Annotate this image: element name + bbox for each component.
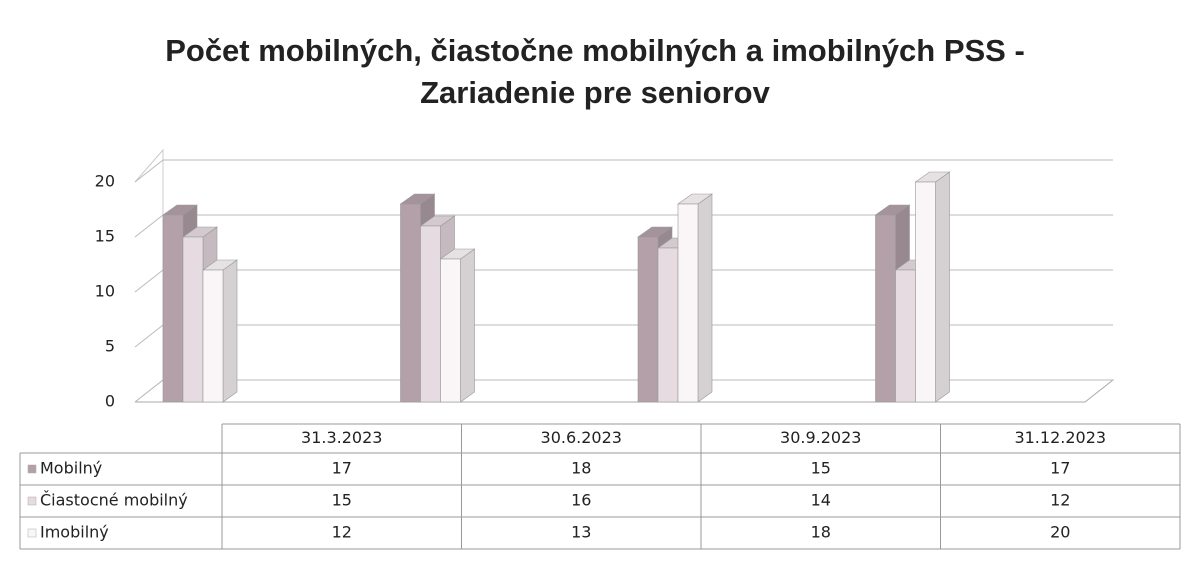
bar-side bbox=[935, 171, 950, 403]
grid-line bbox=[134, 269, 1113, 293]
table-value: 20 bbox=[1050, 523, 1070, 542]
grid-line bbox=[134, 379, 1113, 403]
bar bbox=[657, 247, 679, 403]
y-tick-label: 5 bbox=[105, 337, 115, 356]
bar bbox=[400, 203, 421, 403]
bar bbox=[875, 214, 896, 403]
legend-swatch bbox=[27, 528, 37, 538]
table-value: 17 bbox=[1050, 459, 1070, 478]
x-tick-label: 30.6.2023 bbox=[541, 428, 622, 447]
bar bbox=[677, 203, 699, 403]
grid-line bbox=[134, 324, 1113, 348]
legend-label: Mobilný bbox=[40, 459, 102, 478]
bar bbox=[202, 269, 224, 403]
table-value: 15 bbox=[332, 491, 352, 510]
legend-label: Imobilný bbox=[40, 523, 109, 542]
wall bbox=[134, 148, 164, 403]
table-value: 15 bbox=[811, 459, 831, 478]
table-value: 16 bbox=[571, 491, 591, 510]
legend-label: Čiastocné mobilný bbox=[40, 491, 188, 510]
table-value: 18 bbox=[811, 523, 831, 542]
bar bbox=[182, 236, 204, 403]
table-value: 14 bbox=[811, 491, 831, 510]
y-tick-label: 20 bbox=[95, 172, 115, 191]
bar bbox=[162, 214, 184, 403]
chart-title: Počet mobilných, čiastočne mobilných a i… bbox=[165, 33, 1025, 110]
x-tick-label: 31.12.2023 bbox=[1014, 428, 1106, 447]
floor bbox=[135, 379, 1115, 403]
table-value: 18 bbox=[571, 459, 591, 478]
y-tick-label: 15 bbox=[95, 227, 115, 246]
x-tick-label: 31.3.2023 bbox=[301, 428, 382, 447]
bar bbox=[637, 236, 659, 403]
grid-line bbox=[134, 159, 1113, 183]
grid-line bbox=[134, 214, 1113, 238]
table-value: 12 bbox=[332, 523, 352, 542]
x-tick-label: 30.9.2023 bbox=[780, 428, 861, 447]
bar-side bbox=[460, 248, 475, 403]
y-tick-label: 10 bbox=[95, 282, 115, 301]
bar-side bbox=[222, 259, 238, 403]
bar bbox=[915, 181, 936, 403]
table-value: 13 bbox=[571, 523, 591, 542]
bar-side bbox=[697, 193, 713, 403]
bar bbox=[895, 269, 916, 403]
legend-swatch bbox=[27, 496, 37, 506]
table-value: 17 bbox=[332, 459, 352, 478]
legend-swatch bbox=[27, 464, 37, 474]
table-value: 12 bbox=[1050, 491, 1070, 510]
y-tick-label: 0 bbox=[105, 392, 115, 411]
bar bbox=[440, 258, 461, 403]
bar bbox=[420, 225, 441, 403]
